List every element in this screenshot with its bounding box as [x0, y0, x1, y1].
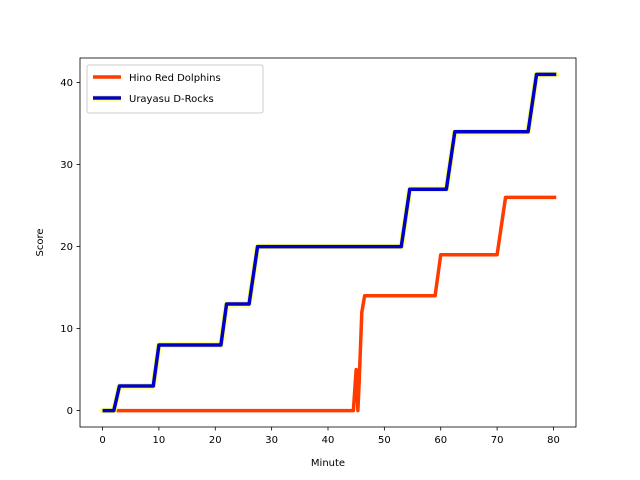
series-1: [99, 71, 560, 414]
y-tick-label: 20: [60, 242, 73, 253]
legend-label: Urayasu D-Rocks: [129, 94, 214, 105]
series-line: [102, 72, 557, 413]
legend-item: Urayasu D-Rocks: [93, 94, 214, 105]
y-tick-label: 40: [60, 78, 73, 89]
legend: Hino Red Dolphins Urayasu D-Rocks: [86, 64, 264, 114]
y-tick-label: 10: [60, 324, 73, 335]
x-tick-label: 80: [547, 435, 560, 446]
x-tick-label: 30: [265, 435, 278, 446]
y-tick-label: 30: [60, 160, 73, 171]
x-tick-label: 0: [99, 435, 105, 446]
series-layer: [99, 71, 560, 414]
x-tick-label: 10: [153, 435, 166, 446]
x-tick-label: 70: [491, 435, 504, 446]
legend-label: Hino Red Dolphins: [129, 73, 221, 84]
axes-layer: 0 10 20 30 40 50 60 70 80 0 10 20 30 40: [60, 57, 577, 446]
series-line: [116, 195, 557, 413]
x-tick-label: 40: [322, 435, 335, 446]
legend-item: Hino Red Dolphins: [93, 73, 221, 84]
x-tick-label: 60: [434, 435, 447, 446]
y-axis-label: Score: [35, 228, 46, 256]
x-axis-label: Minute: [311, 458, 345, 469]
legend-box: [86, 64, 264, 114]
series-0: [116, 195, 557, 413]
x-tick-label: 20: [209, 435, 222, 446]
y-tick-label: 0: [67, 406, 73, 417]
x-tick-label: 50: [378, 435, 391, 446]
